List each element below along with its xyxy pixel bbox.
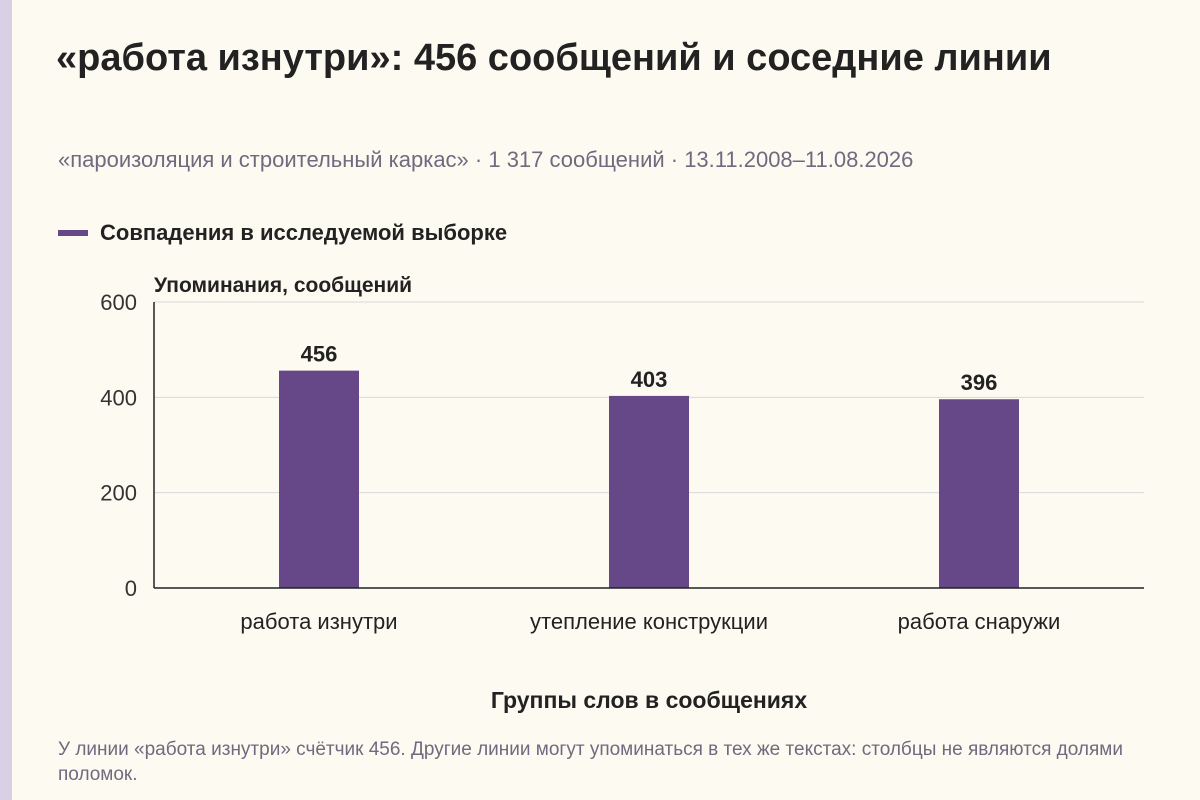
y-axis-title: Упоминания, сообщений xyxy=(154,274,412,297)
y-tick-label: 600 xyxy=(100,290,137,315)
bar xyxy=(609,395,689,588)
y-tick-label: 200 xyxy=(100,481,137,506)
x-tick-label: работа изнутри xyxy=(240,609,397,634)
label-layer: 0 200 400 600 456 работа изнутри 403 утепление … xyxy=(100,274,1060,713)
x-tick-label: утепление конструкции xyxy=(530,609,768,634)
chart-title: «работа изнутри»: 456 сообщений и соседн… xyxy=(56,37,1052,79)
legend: Совпадения в исследуемой выборке xyxy=(58,218,507,248)
accent-strip xyxy=(0,0,12,800)
legend-label: Совпадения в исследуемой выборке xyxy=(100,220,508,245)
bar-chart: 0 200 400 600 456 работа изнутри 403 утепление … xyxy=(100,274,1144,713)
legend-swatch xyxy=(58,230,88,236)
x-tick-label: работа снаружи xyxy=(898,609,1061,634)
bar-layer xyxy=(279,370,1019,588)
footnote: У линии «работа изнутри» счётчик 456. Др… xyxy=(58,739,1123,785)
chart-subtitle: «пароизоляция и строительный каркас» · 1… xyxy=(58,147,914,172)
bar xyxy=(279,370,359,588)
axis-layer xyxy=(153,302,1144,589)
y-tick-label: 400 xyxy=(100,385,137,410)
y-tick-label: 0 xyxy=(125,576,137,601)
x-axis-title: Группы слов в сообщениях xyxy=(491,687,807,713)
bar xyxy=(939,399,1019,588)
data-label: 456 xyxy=(301,342,338,367)
data-label: 403 xyxy=(631,367,668,392)
data-label: 396 xyxy=(961,370,998,395)
